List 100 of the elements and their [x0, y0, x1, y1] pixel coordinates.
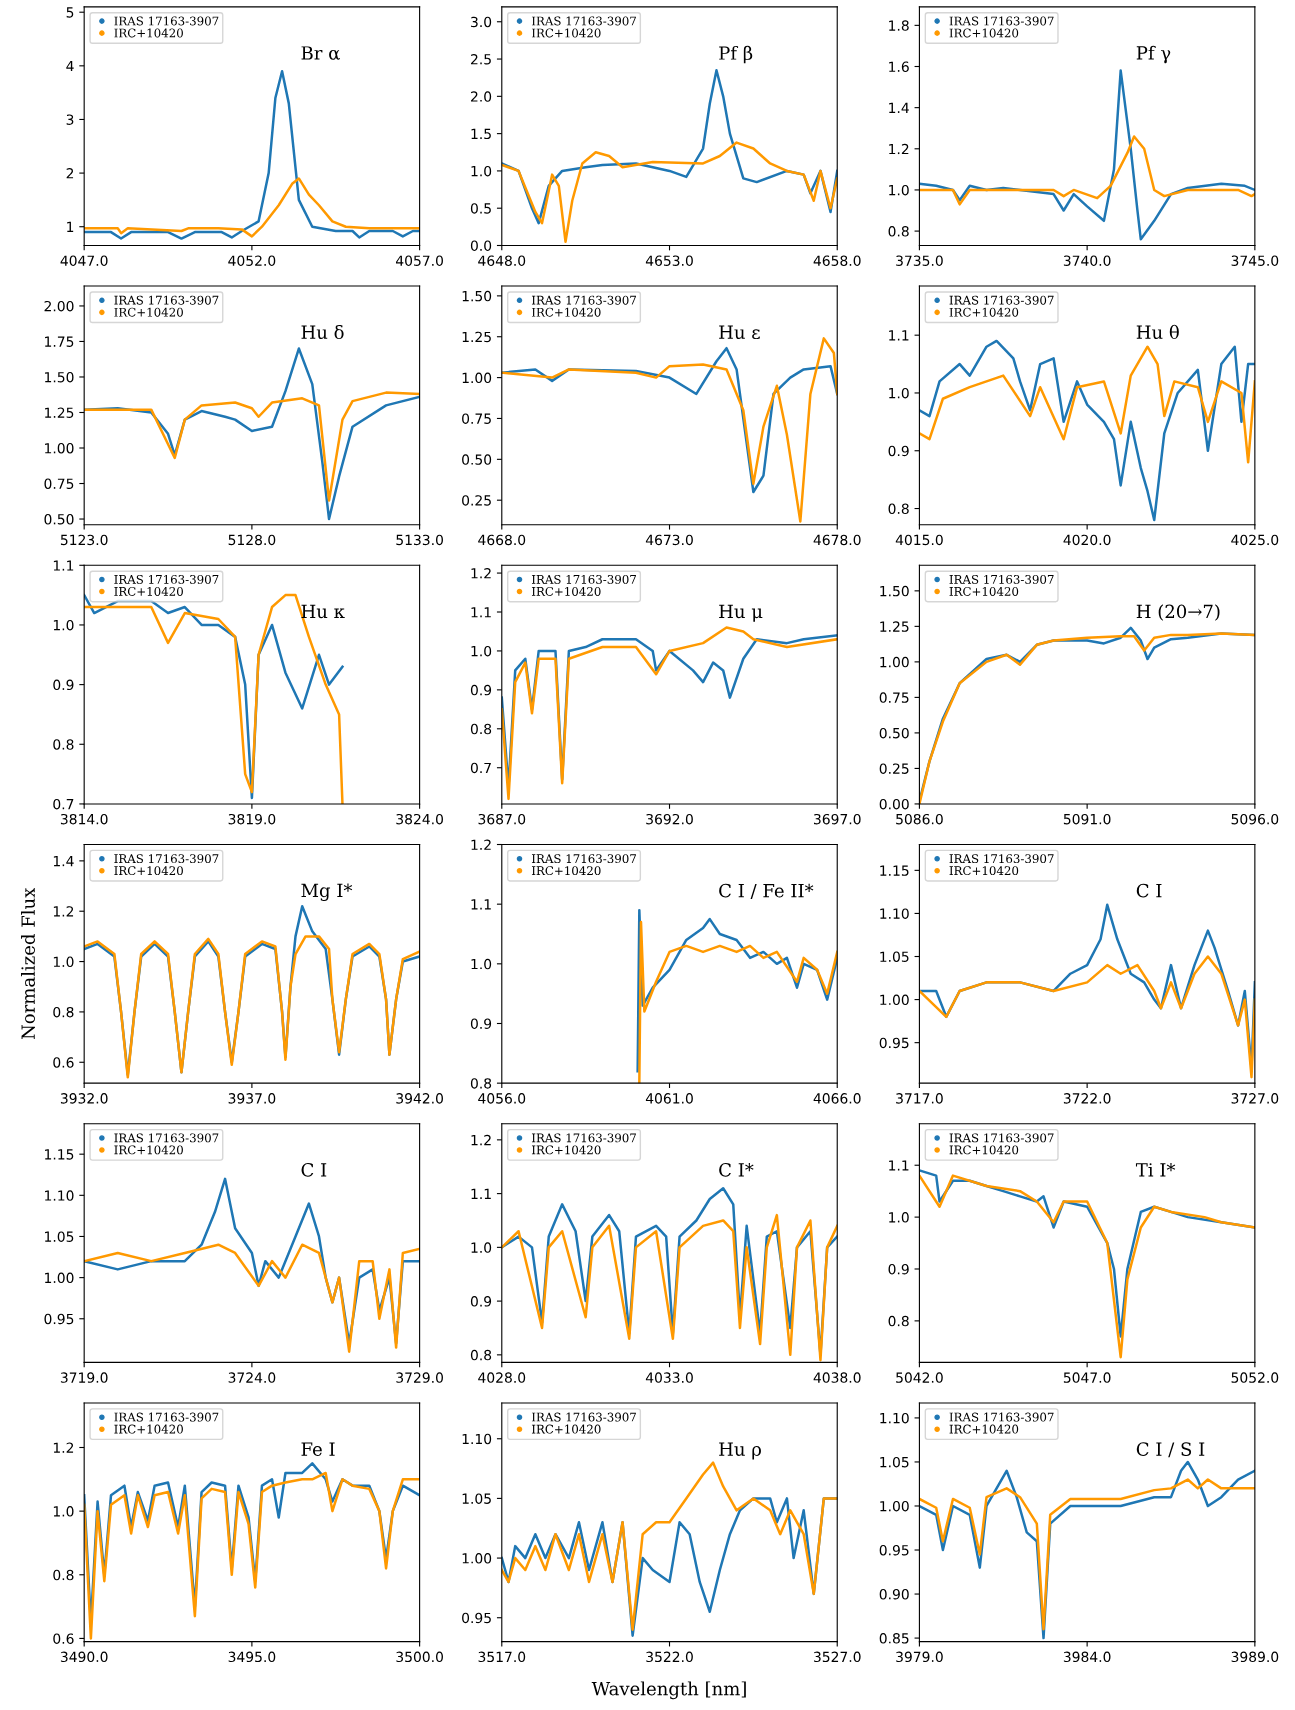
x-tick-label: 4658.0 — [813, 255, 861, 266]
annotation: Br α — [301, 46, 340, 60]
y-tick-label: 0.7 — [470, 762, 491, 774]
annotation: Pf β — [719, 45, 753, 64]
x-tick-label: 5133.0 — [396, 534, 443, 546]
y-tick-label: 0.75 — [44, 478, 74, 489]
legend-label: IRAS 17163-3907 — [114, 295, 219, 305]
x-tick-label: 4678.0 — [813, 534, 861, 546]
y-tick-label: 0.6 — [53, 1633, 74, 1644]
legend-label: IRAS 17163-3907 — [114, 16, 219, 26]
y-tick-label: 0.8 — [470, 1078, 492, 1089]
y-tick-label: 1.00 — [880, 656, 909, 668]
x-tick-label: 3517.0 — [478, 1651, 526, 1663]
x-tick-label: 4015.0 — [895, 534, 943, 546]
annotation: H (20→7) — [1136, 604, 1220, 621]
y-tick-label: 1.4 — [53, 856, 74, 867]
x-tick-label: 5091.0 — [1063, 813, 1111, 825]
x-tick-label: 3495.0 — [228, 1651, 276, 1663]
x-tick-label: 3989.0 — [1231, 1651, 1279, 1663]
legend-label: IRAS 17163-3907 — [114, 1133, 219, 1143]
x-tick-label: 3729.0 — [396, 1372, 443, 1383]
annotation: C I — [301, 1163, 327, 1177]
x-tick-label: 3937.0 — [228, 1093, 276, 1104]
y-tick-label: 0.95 — [879, 1037, 909, 1049]
annotation: C I — [1136, 883, 1162, 898]
y-tick-label: 0.9 — [470, 684, 492, 696]
annotation: C I / S I — [1136, 1442, 1205, 1458]
x-tick-label: 4668.0 — [478, 534, 526, 546]
legend-label: IRC+10420 — [949, 307, 1019, 317]
y-tick-label: 1.0 — [53, 956, 74, 968]
y-tick-label: 0.5 — [470, 203, 491, 214]
y-axis-title: Normalized Flux — [21, 887, 35, 1040]
y-tick-label: 0.7 — [53, 798, 74, 810]
y-tick-label: 1.1 — [471, 899, 491, 910]
x-tick-label: 4061.0 — [645, 1093, 693, 1104]
annotation: Hu ρ — [719, 1442, 761, 1460]
x-tick-label: 4038.0 — [813, 1372, 861, 1383]
y-tick-label: 1.0 — [53, 619, 74, 631]
y-tick-label: 3.0 — [471, 16, 492, 28]
y-tick-label: 1.0 — [471, 958, 492, 970]
y-tick-label: 1.75 — [45, 336, 74, 347]
y-tick-label: 0.8 — [470, 723, 492, 735]
y-tick-label: 1.0 — [53, 1506, 74, 1517]
x-tick-label: 5052.0 — [1231, 1372, 1279, 1383]
y-tick-label: 0.8 — [888, 226, 909, 237]
legend-label: IRC+10420 — [531, 866, 601, 876]
x-tick-label: 3932.0 — [60, 1093, 108, 1104]
y-tick-label: 1.1 — [53, 560, 74, 571]
legend-label: IRC+10420 — [531, 307, 601, 317]
y-tick-label: 0.50 — [462, 454, 492, 465]
y-tick-label: 1.05 — [880, 951, 909, 962]
legend-label: IRAS 17163-3907 — [114, 1412, 219, 1422]
legend-label: IRC+10420 — [114, 586, 183, 596]
y-tick-label: 1.00 — [462, 372, 492, 384]
y-tick-label: 1.25 — [45, 407, 74, 418]
y-tick-label: 1.10 — [45, 1190, 74, 1201]
y-tick-label: 1.6 — [889, 61, 909, 72]
y-tick-label: 1.2 — [53, 1442, 74, 1453]
legend-label: IRAS 17163-3907 — [531, 16, 636, 26]
y-tick-label: 1.5 — [471, 128, 491, 140]
y-tick-label: 1.0 — [471, 1242, 492, 1253]
annotation: Hu δ — [301, 324, 344, 340]
x-tick-label: 4033.0 — [645, 1372, 693, 1383]
y-tick-label: 2.0 — [471, 91, 492, 102]
legend-label: IRC+10420 — [949, 1424, 1019, 1434]
y-tick-label: 1.05 — [462, 1493, 491, 1504]
x-tick-label: 4673.0 — [645, 534, 693, 546]
x-tick-label: 5096.0 — [1231, 813, 1279, 825]
y-tick-label: 1.25 — [462, 331, 491, 343]
y-tick-label: 0.25 — [879, 763, 909, 774]
y-tick-label: 1.15 — [880, 865, 909, 876]
y-tick-label: 1.2 — [471, 839, 491, 850]
y-tick-label: 3 — [66, 114, 74, 125]
y-tick-label: 1.0 — [889, 387, 909, 399]
x-tick-label: 4047.0 — [60, 255, 108, 266]
y-tick-label: 1.1 — [889, 330, 909, 341]
annotation: Pf γ — [1136, 45, 1171, 64]
y-tick-label: 0.0 — [470, 240, 492, 251]
x-axis-title: Wavelength [nm] — [591, 1681, 746, 1700]
annotation: Hu μ — [719, 604, 763, 622]
x-tick-label: 3824.0 — [396, 813, 443, 825]
legend-label: IRAS 17163-3907 — [531, 1412, 636, 1422]
y-tick-label: 0.95 — [44, 1313, 74, 1325]
annotation: Hu ε — [719, 325, 760, 340]
y-tick-label: 0.8 — [470, 1349, 492, 1361]
y-tick-label: 1.50 — [462, 290, 492, 302]
y-tick-label: 1.0 — [471, 645, 492, 657]
x-tick-label: 3490.0 — [60, 1651, 108, 1663]
y-tick-label: 1.50 — [880, 585, 909, 597]
y-tick-label: 1.10 — [880, 908, 909, 919]
legend-label: IRC+10420 — [531, 1424, 601, 1434]
y-tick-label: 0.9 — [470, 1018, 492, 1029]
y-tick-label: 1.0 — [889, 1212, 909, 1223]
y-tick-label: 1.2 — [889, 143, 909, 155]
y-tick-label: 1.25 — [880, 621, 909, 632]
legend-label: IRC+10420 — [114, 28, 183, 38]
x-tick-label: 4052.0 — [228, 255, 276, 266]
annotation: C I* — [719, 1163, 754, 1177]
x-tick-label: 5128.0 — [228, 534, 276, 546]
legend-label: IRC+10420 — [114, 1145, 183, 1155]
